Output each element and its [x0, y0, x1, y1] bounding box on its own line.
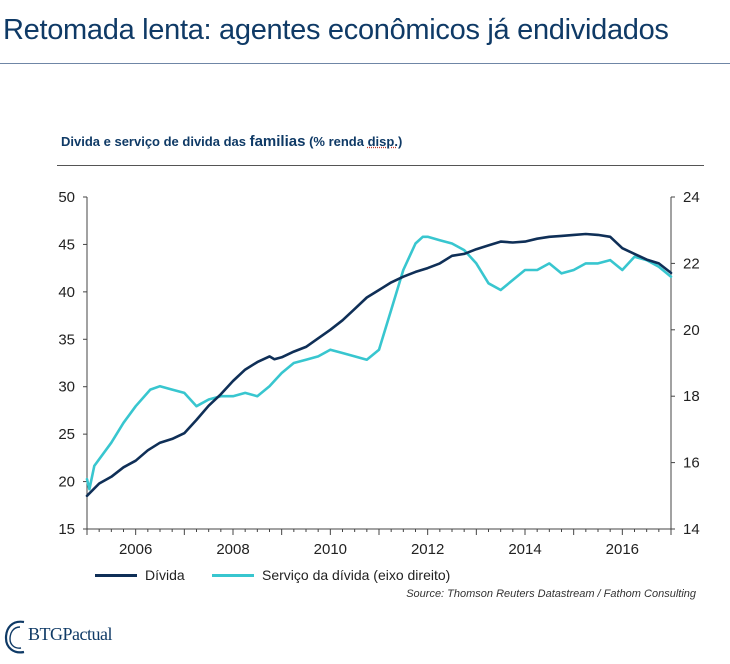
legend-swatch-servico: [212, 573, 254, 577]
left-tick-label: 50: [58, 189, 75, 206]
left-tick-label: 15: [58, 521, 75, 538]
chart-title-divider: [57, 165, 704, 166]
title-divider: [0, 63, 730, 64]
right-tick-label: 14: [683, 521, 700, 538]
logo-swirl-icon: [4, 620, 25, 654]
chart-title-prefix: Divida e serviço de divida das: [61, 134, 250, 149]
left-tick-label: 25: [58, 426, 75, 443]
series-line-divida: [85, 232, 673, 498]
x-tick-label: 2016: [606, 541, 639, 558]
right-tick-label: 24: [683, 189, 700, 206]
chart-title-unit-close: ): [397, 134, 403, 149]
chart-title: Divida e serviço de divida das familias …: [61, 133, 402, 150]
left-tick-label: 30: [58, 379, 75, 396]
left-tick-label: 20: [58, 474, 75, 491]
x-tick-label: 2012: [411, 541, 444, 558]
legend-item-servico: Serviço da dívida (eixo direito): [212, 567, 450, 583]
right-tick-label: 16: [683, 455, 700, 472]
x-tick-label: 2010: [314, 541, 347, 558]
right-tick-label: 18: [683, 388, 700, 405]
chart-title-unit-open: (% renda: [305, 134, 368, 149]
legend-item-divida: Dívida: [95, 567, 185, 583]
right-tick-label: 20: [683, 322, 700, 339]
source-note: Source: Thomson Reuters Datastream / Fat…: [406, 588, 696, 600]
logo-text: BTGPactual: [28, 624, 112, 644]
series-line-servico: [85, 235, 673, 491]
x-tick-label: 2008: [216, 541, 249, 558]
chart-title-unit-underlined: disp.: [367, 134, 398, 149]
chart-title-emphasis: familias: [249, 133, 306, 150]
left-tick-label: 45: [58, 236, 75, 253]
legend-label-divida: Dívida: [145, 567, 185, 583]
right-tick-label: 22: [683, 255, 700, 272]
btg-pactual-logo: BTGPactual: [2, 612, 142, 660]
page-title: Retomada lenta: agentes econômicos já en…: [3, 14, 669, 46]
x-tick-label: 2006: [119, 541, 152, 558]
legend-swatch-divida: [95, 573, 137, 577]
left-tick-label: 40: [58, 284, 75, 301]
legend-label-servico: Serviço da dívida (eixo direito): [262, 567, 451, 583]
x-tick-label: 2014: [508, 541, 541, 558]
left-tick-label: 35: [58, 331, 75, 348]
